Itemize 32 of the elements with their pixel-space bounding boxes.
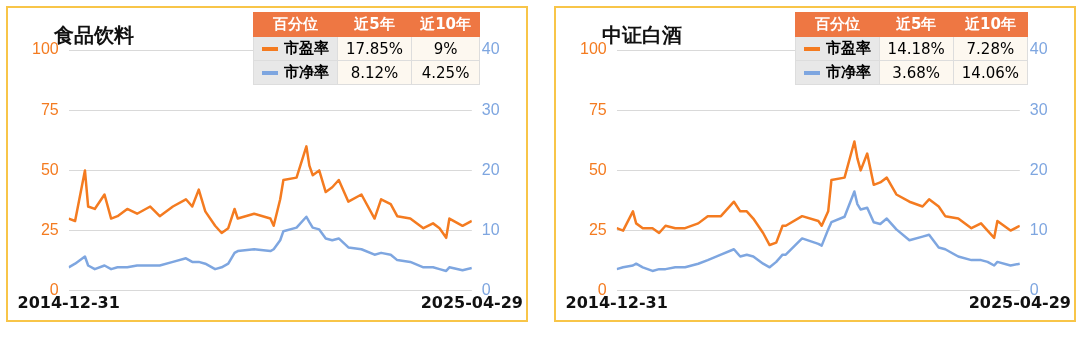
text: 近5年 xyxy=(337,12,412,37)
y-tick-label: 50 xyxy=(40,160,59,178)
annotation: 9% xyxy=(411,36,480,61)
y2-tick-label: 30 xyxy=(481,100,500,118)
y-tick-label: 50 xyxy=(588,160,607,178)
y2-tick-label: 10 xyxy=(1029,221,1048,239)
y2-tick-label: 20 xyxy=(481,160,500,178)
annotation: 17.85% xyxy=(337,36,412,61)
legend-label: 市盈率 xyxy=(253,36,338,61)
annotation: 3.68% xyxy=(879,60,954,85)
y2-tick-label: 10 xyxy=(481,221,500,239)
legend-label: 市盈率 xyxy=(795,36,880,61)
annotation: 14.18% xyxy=(879,36,954,61)
legend-label: 市净率 xyxy=(795,60,880,85)
y2-tick-label: 20 xyxy=(1029,160,1048,178)
text: 百分位 xyxy=(253,12,338,37)
y-tick-label: 75 xyxy=(40,100,59,118)
text: 近5年 xyxy=(879,12,954,37)
y-tick-label: 75 xyxy=(588,100,607,118)
annotation: 14.06% xyxy=(953,60,1028,85)
text: 近10年 xyxy=(411,12,480,37)
y2-tick-label: 40 xyxy=(481,40,500,58)
annotation: 8.12% xyxy=(337,60,412,85)
annotation: 7.28% xyxy=(953,36,1028,61)
text: 百分位 xyxy=(795,12,880,37)
legend-label: 市净率 xyxy=(253,60,338,85)
y-tick-label: 25 xyxy=(40,221,59,239)
y2-tick-label: 30 xyxy=(1029,100,1048,118)
annotation: 4.25% xyxy=(411,60,480,85)
y2-tick-label: 40 xyxy=(1029,40,1048,58)
text: 近10年 xyxy=(953,12,1028,37)
y-tick-label: 25 xyxy=(588,221,607,239)
